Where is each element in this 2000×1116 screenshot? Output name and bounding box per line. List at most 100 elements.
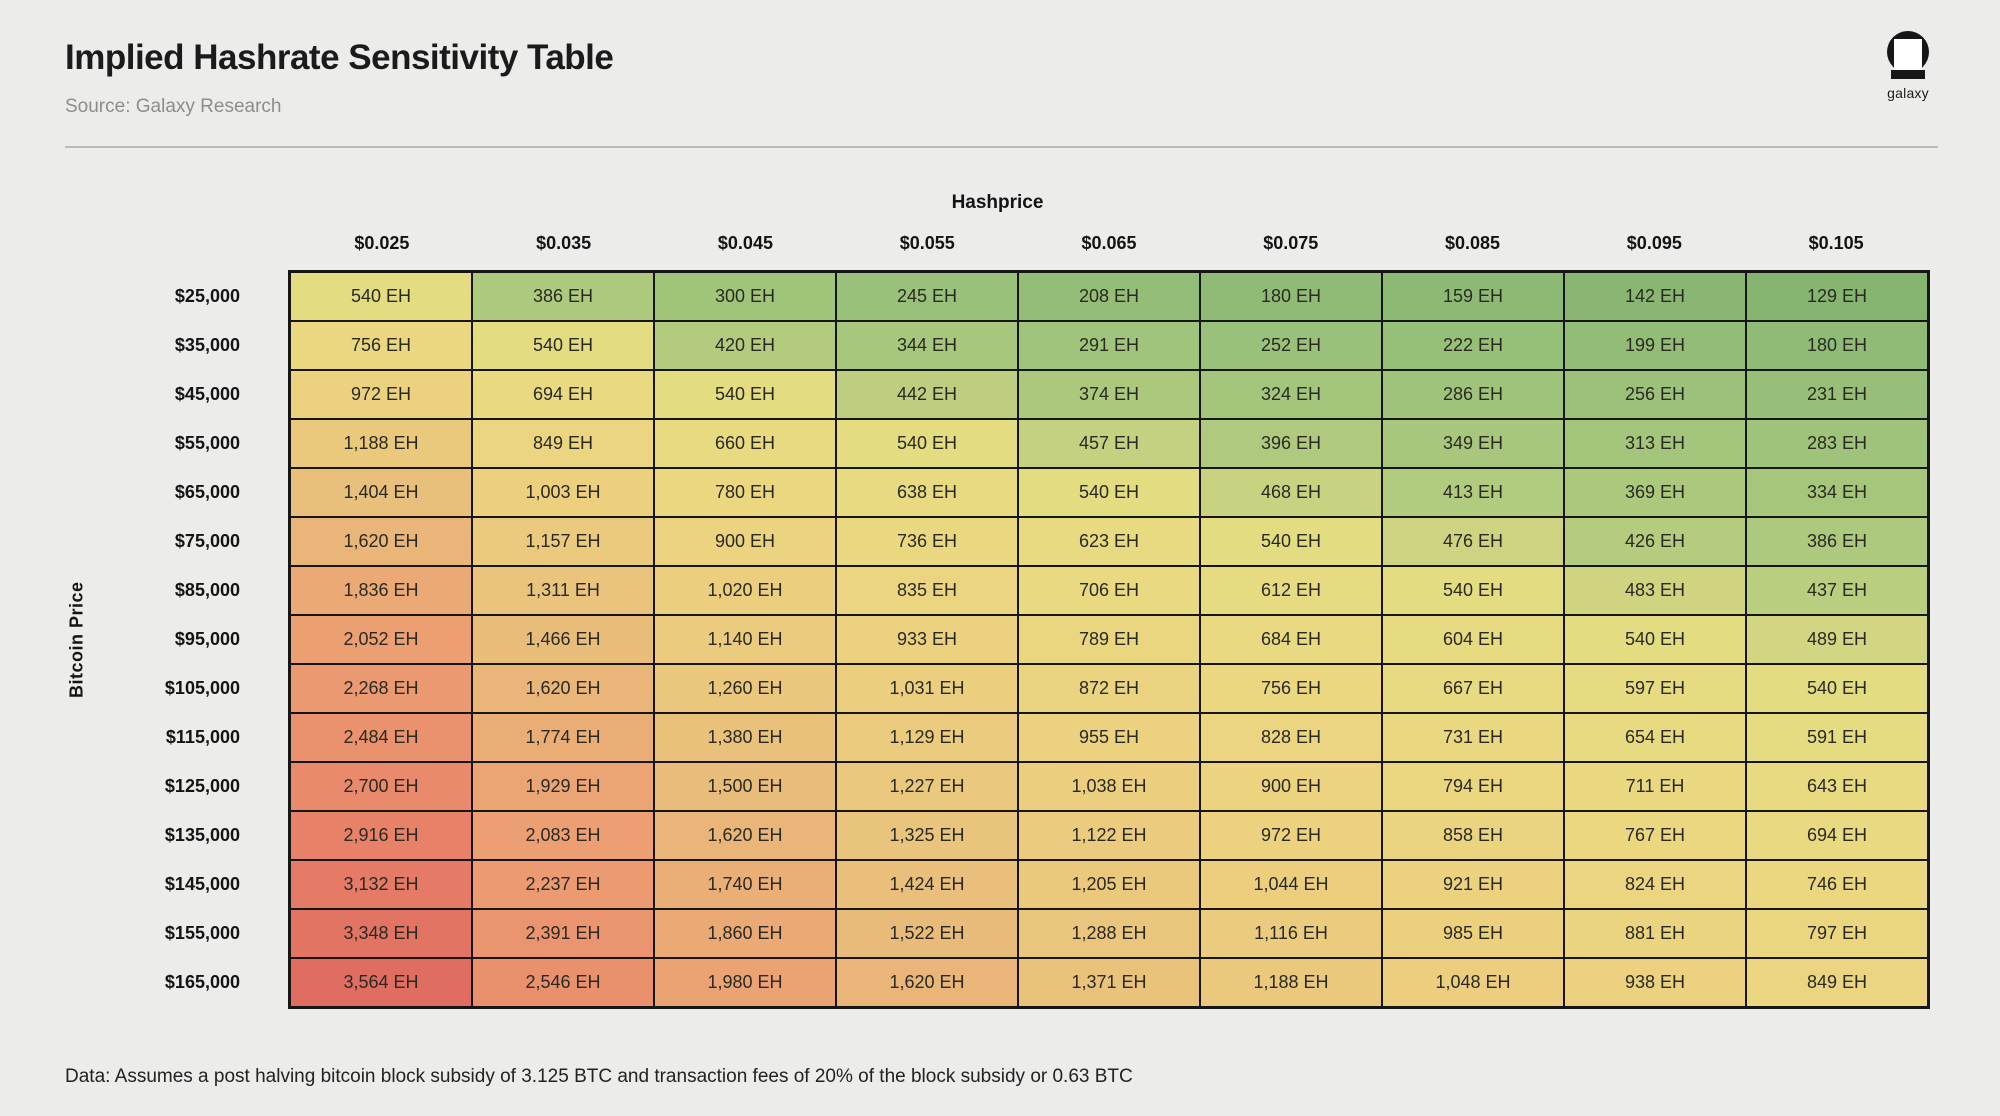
heatmap-cell: 1,122 EH (1019, 812, 1199, 859)
row-label: $165,000 (164, 972, 240, 992)
column-headers: $0.025 $0.035 $0.045 $0.055 $0.065 $0.075 $0.0… (288, 233, 1930, 254)
column-header: $0.055 (899, 233, 955, 253)
heatmap-cell: 1,044 EH (1201, 861, 1381, 908)
heatmap-cell: 684 EH (1201, 616, 1381, 663)
heatmap-cell: 540 EH (291, 273, 471, 320)
heatmap-cell: 442 EH (837, 371, 1017, 418)
heatmap-cell: 849 EH (473, 420, 653, 467)
heatmap-cell: 1,466 EH (473, 616, 653, 663)
row-label: $115,000 (165, 727, 240, 747)
column-header: $0.035 (536, 233, 592, 253)
galaxy-logo-wordmark: galaxy (1887, 85, 1929, 101)
heatmap-cell: 1,740 EH (655, 861, 835, 908)
heatmap-cell: 591 EH (1747, 714, 1927, 761)
heatmap-cell: 3,564 EH (291, 959, 471, 1006)
heatmap-cell: 731 EH (1383, 714, 1563, 761)
heatmap-cell: 324 EH (1201, 371, 1381, 418)
heatmap-cell: 872 EH (1019, 665, 1199, 712)
heatmap-cell: 1,980 EH (655, 959, 835, 1006)
hashprice-axis-label: Hashprice (951, 192, 1044, 213)
row-label: $35,000 (174, 335, 240, 355)
heatmap-cell: 2,052 EH (291, 616, 471, 663)
heatmap-cell: 256 EH (1565, 371, 1745, 418)
heatmap-cell: 369 EH (1565, 469, 1745, 516)
bitcoin-price-axis-label: Bitcoin Price (66, 581, 87, 698)
heatmap-cell: 283 EH (1747, 420, 1927, 467)
heatmap-cell: 849 EH (1747, 959, 1927, 1006)
heatmap-cell: 180 EH (1201, 273, 1381, 320)
heatmap-cell: 667 EH (1383, 665, 1563, 712)
heatmap-cell: 858 EH (1383, 812, 1563, 859)
column-header: $0.025 (354, 233, 410, 253)
heatmap-cell: 420 EH (655, 322, 835, 369)
heatmap-cell: 1,311 EH (473, 567, 653, 614)
heatmap-cell: 881 EH (1565, 910, 1745, 957)
heatmap-cell: 767 EH (1565, 812, 1745, 859)
heatmap-cell: 159 EH (1383, 273, 1563, 320)
heatmap-cell: 1,188 EH (1201, 959, 1381, 1006)
heatmap-cell: 972 EH (291, 371, 471, 418)
heatmap-cell: 3,348 EH (291, 910, 471, 957)
column-header: $0.095 (1626, 233, 1682, 253)
heatmap-cell: 1,140 EH (655, 616, 835, 663)
heatmap-cell: 638 EH (837, 469, 1017, 516)
heatmap-cell: 1,129 EH (837, 714, 1017, 761)
heatmap-cell: 1,020 EH (655, 567, 835, 614)
page-title: Implied Hashrate Sensitivity Table (65, 38, 614, 77)
heatmap-cell: 1,227 EH (837, 763, 1017, 810)
row-label: $85,000 (174, 580, 240, 600)
heatmap-cell: 938 EH (1565, 959, 1745, 1006)
heatmap-cell: 789 EH (1019, 616, 1199, 663)
heatmap-cell: 694 EH (1747, 812, 1927, 859)
heatmap-cell: 457 EH (1019, 420, 1199, 467)
heatmap-cell: 1,371 EH (1019, 959, 1199, 1006)
galaxy-logo-icon (1887, 31, 1929, 79)
heatmap-cell: 2,237 EH (473, 861, 653, 908)
heatmap-cell: 1,116 EH (1201, 910, 1381, 957)
heatmap-cell: 426 EH (1565, 518, 1745, 565)
column-header: $0.075 (1263, 233, 1319, 253)
heatmap-cell: 313 EH (1565, 420, 1745, 467)
heatmap-cell: 955 EH (1019, 714, 1199, 761)
heatmap-cell: 985 EH (1383, 910, 1563, 957)
heatmap-cell: 1,404 EH (291, 469, 471, 516)
heatmap-cell: 824 EH (1565, 861, 1745, 908)
heatmap-cell: 540 EH (1565, 616, 1745, 663)
heatmap-cell: 489 EH (1747, 616, 1927, 663)
heatmap-cell: 180 EH (1747, 322, 1927, 369)
row-label: $65,000 (174, 482, 240, 502)
heatmap-cell: 706 EH (1019, 567, 1199, 614)
heatmap-cell: 736 EH (837, 518, 1017, 565)
heatmap-cell: 2,700 EH (291, 763, 471, 810)
heatmap-cell: 476 EH (1383, 518, 1563, 565)
heatmap-cell: 540 EH (1383, 567, 1563, 614)
heatmap-cell: 199 EH (1565, 322, 1745, 369)
heatmap-cell: 540 EH (1747, 665, 1927, 712)
galaxy-logo: galaxy (1878, 30, 1938, 101)
heatmap-cell: 2,268 EH (291, 665, 471, 712)
heatmap-cell: 291 EH (1019, 322, 1199, 369)
heatmap-cell: 1,620 EH (291, 518, 471, 565)
row-label: $95,000 (174, 629, 240, 649)
row-label: $135,000 (164, 825, 240, 845)
heatmap-cell: 1,380 EH (655, 714, 835, 761)
heatmap-cell: 597 EH (1565, 665, 1745, 712)
heatmap-cell: 1,424 EH (837, 861, 1017, 908)
row-labels: $25,000 $35,000 $45,000 $55,000 $65,000 $75,0… (90, 270, 240, 1006)
heatmap-cell: 413 EH (1383, 469, 1563, 516)
heatmap-cell: 386 EH (473, 273, 653, 320)
row-label: $125,000 (164, 776, 240, 796)
heatmap-cell: 604 EH (1383, 616, 1563, 663)
heatmap-cell: 142 EH (1565, 273, 1745, 320)
heatmap-cell: 933 EH (837, 616, 1017, 663)
row-label: $145,000 (164, 874, 240, 894)
heatmap-cell: 972 EH (1201, 812, 1381, 859)
heatmap-cell: 1,205 EH (1019, 861, 1199, 908)
heatmap-cell: 711 EH (1565, 763, 1745, 810)
heatmap-cell: 1,522 EH (837, 910, 1017, 957)
heatmap-cell: 2,083 EH (473, 812, 653, 859)
heatmap-cell: 835 EH (837, 567, 1017, 614)
heatmap-cell: 1,188 EH (291, 420, 471, 467)
heatmap-cell: 1,003 EH (473, 469, 653, 516)
heatmap-cell: 540 EH (1019, 469, 1199, 516)
